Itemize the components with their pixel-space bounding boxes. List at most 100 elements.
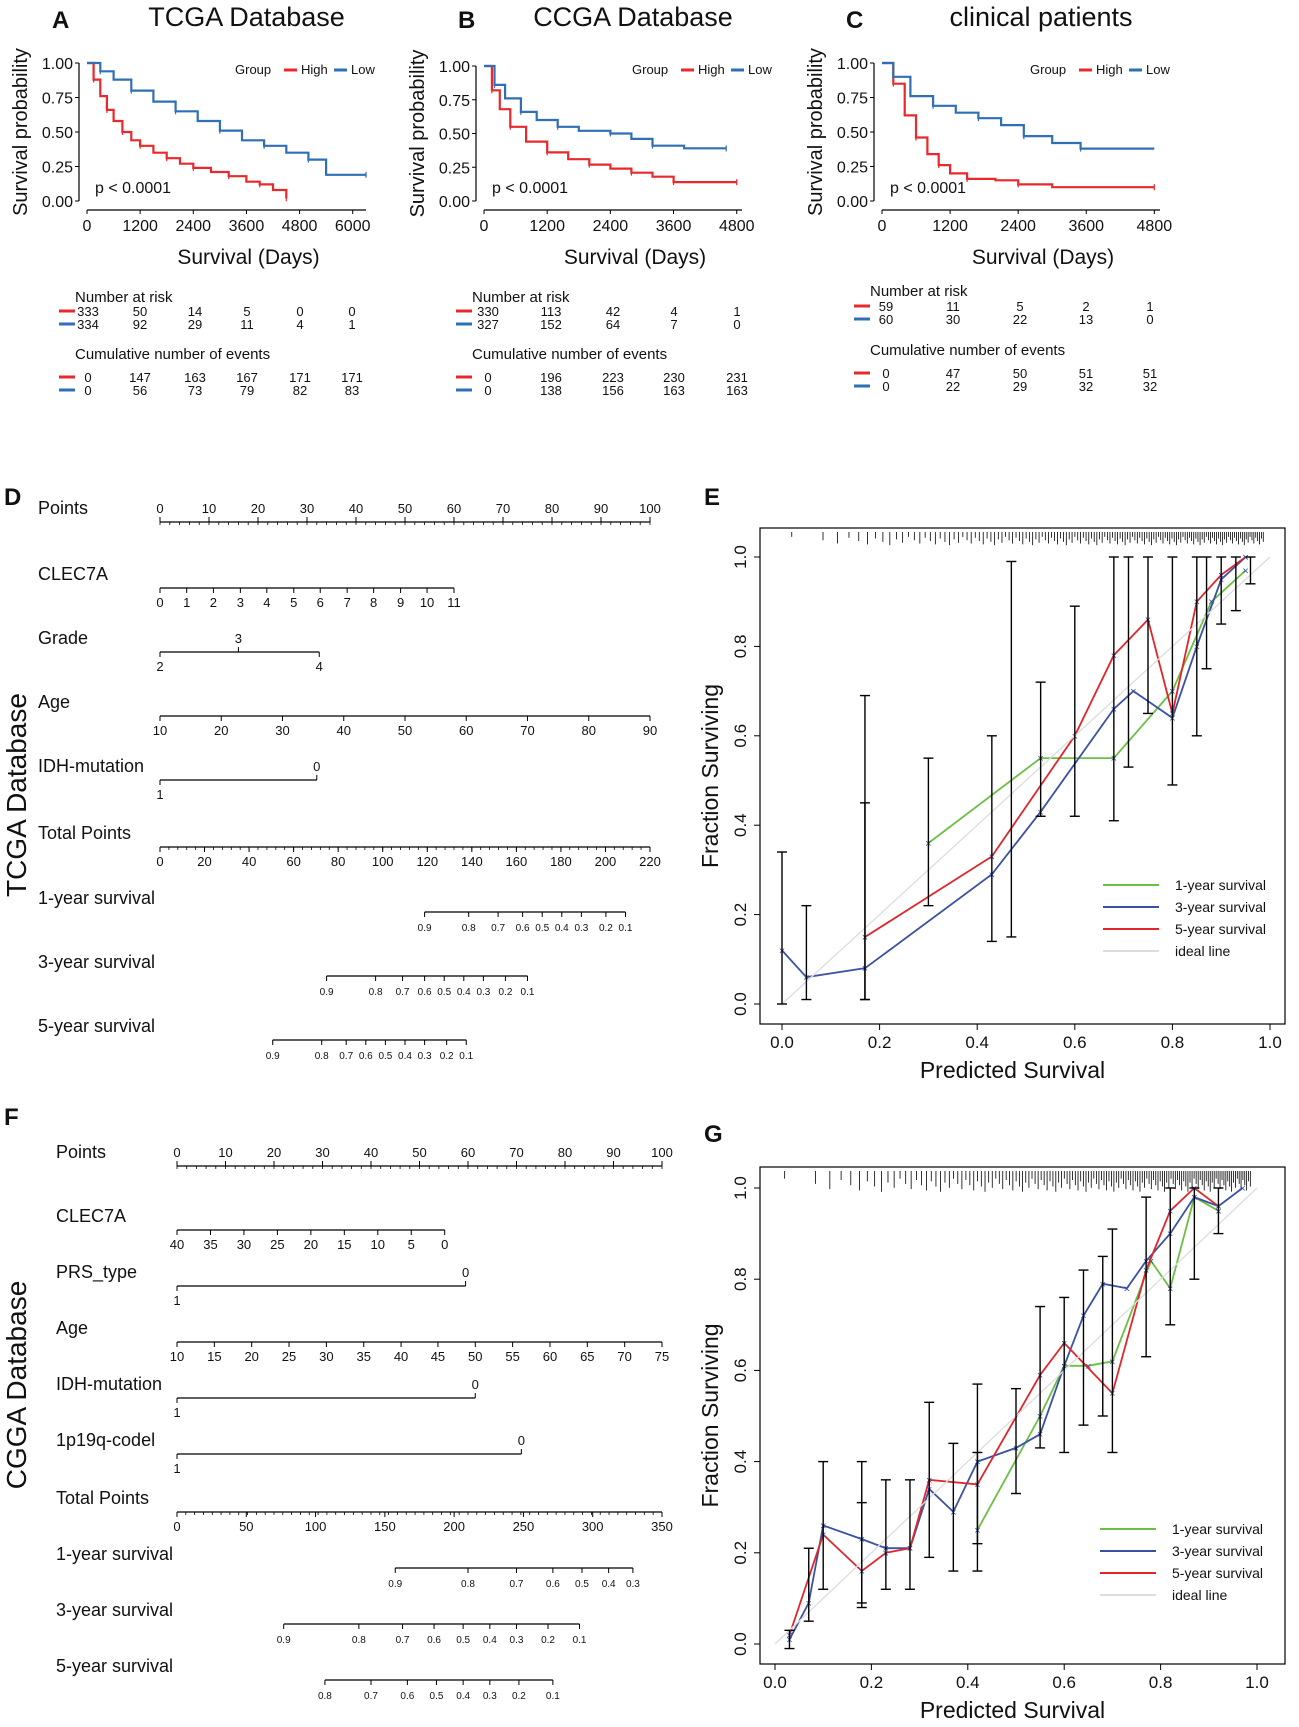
risk-high-value: 1 [1146,299,1153,314]
events-high-value: 231 [726,370,748,385]
x-tick-label: 0.0 [763,1673,787,1692]
row-tick-label: 25 [270,1237,284,1252]
legend-label: 5-year survival [1175,921,1266,937]
row-tick-label: 160 [506,854,528,869]
x-axis-label: Predicted Survival [920,1057,1105,1083]
events-low-value: 56 [133,383,147,398]
p-value: p < 0.0001 [492,180,568,197]
row-label: Points [56,1142,106,1162]
row-tick-label: 0.6 [427,1635,441,1646]
risk-low-value: 0 [1146,312,1153,327]
x-tick-label: 0.8 [1161,1033,1185,1052]
y-tick-label: 0.25 [42,160,73,177]
row-tick-label: 0.8 [315,1051,329,1062]
y-tick-label: 1.00 [837,56,868,73]
calibration-line-ideal-line [781,556,1271,1005]
y-tick-label: 0.75 [42,91,73,108]
row-tick-label: 0.4 [456,1691,470,1702]
panel-letter: G [704,1121,723,1148]
y-tick-label: 0.6 [731,1359,750,1383]
row-tick-label: 40 [394,1349,408,1364]
legend-low-label: Low [748,62,772,77]
row-label: Total Points [56,1488,149,1508]
km-panel-B: B CCGA Database 1.00 0.75 0.50 0.25 0.00 0 1200 2… [407,2,772,398]
row-tick-label: 0.5 [575,1579,589,1590]
x-tick-label: 0.6 [1052,1673,1076,1692]
row-label: 1-year survival [56,1544,173,1564]
x-tick-label: 0.2 [860,1673,884,1692]
row-tick-label: 200 [443,1519,465,1534]
risk-high-value: 59 [879,299,893,314]
row-tick-label: 0.2 [599,923,613,934]
x-tick-label: 0 [480,218,489,235]
y-tick-label: 0.4 [731,813,750,837]
row-tick-label: 0 [173,1145,180,1160]
risk-title: Number at risk [870,283,968,300]
row-tick-label: 0.4 [602,1579,616,1590]
row-tick-label: 30 [319,1349,333,1364]
row-tick-label: 200 [595,854,617,869]
y-axis-label: Fraction Surviving [697,684,723,868]
legend-high-label: High [301,62,328,77]
y-tick-label: 1.00 [42,56,73,73]
row-tick-label: 0.1 [521,987,535,998]
y-tick-label: 0.2 [731,1541,750,1565]
risk-title: Number at risk [75,289,173,306]
events-high-value: 167 [236,370,258,385]
row-tick-label: 35 [356,1349,370,1364]
row-tick-label: 0.5 [430,1691,444,1702]
row-tick-label: 100 [305,1519,327,1534]
y-tick-label: 0.25 [837,160,868,177]
y-tick-label: 0.00 [42,194,73,211]
x-tick-label: 0.8 [1149,1673,1173,1692]
row-tick-label: 0.9 [277,1635,291,1646]
risk-high-value: 0 [296,304,303,319]
row-label: 5-year survival [38,1016,155,1036]
row-tick-label: 0.8 [461,1579,475,1590]
x-tick-label: 0.2 [868,1033,892,1052]
risk-low-value: 30 [946,312,960,327]
events-title: Cumulative number of events [472,346,667,363]
x-tick-label: 1200 [529,218,565,235]
row-tick-label: 350 [651,1519,673,1534]
y-tick-label: 0.50 [439,127,470,144]
events-low-value: 163 [663,383,685,398]
row-tick-label: 30 [275,723,289,738]
x-tick-label: 1200 [122,218,158,235]
row-tick-label: 70 [496,501,510,516]
row-tick-label: 1 [156,787,163,802]
x-tick-label: 6000 [335,218,371,235]
row-tick-label: 8 [370,595,377,610]
row-tick-label: 50 [398,501,412,516]
row-tick-label: 0.5 [378,1051,392,1062]
row-tick-label: 0.9 [388,1579,402,1590]
row-tick-label: 100 [639,501,661,516]
row-tick-label: 30 [237,1237,251,1252]
y-tick-label: 0.8 [731,1267,750,1291]
row-tick-label: 50 [468,1349,482,1364]
chart-title: CCGA Database [533,2,733,32]
risk-low-value: 327 [477,317,499,332]
x-axis-label: Survival (Days) [177,246,319,269]
panel-letter: F [4,1104,19,1131]
legend-title: Group [632,62,668,77]
calibration-line-3-year-survival [788,1187,1244,1640]
events-low-value: 73 [188,383,202,398]
row-tick-label: 0.2 [541,1635,555,1646]
y-axis-label: Fraction Surviving [697,1323,723,1507]
database-label: TCGA Database [1,693,32,897]
risk-high-value: 4 [670,304,677,319]
events-low-value: 163 [726,383,748,398]
events-low-value: 138 [540,383,562,398]
row-tick-label: 0.7 [339,1051,353,1062]
events-high-value: 230 [663,370,685,385]
row-tick-label: 2 [156,659,163,674]
legend-label: 3-year survival [1175,899,1266,915]
y-tick-label: 0.4 [731,1450,750,1474]
row-tick-label: 15 [207,1349,221,1364]
y-tick-label: 0.50 [42,125,73,142]
panel-letter: B [458,7,475,34]
row-tick-label: 10 [371,1237,385,1252]
point-marker: × [1148,1256,1154,1268]
risk-low-value: 64 [606,317,620,332]
